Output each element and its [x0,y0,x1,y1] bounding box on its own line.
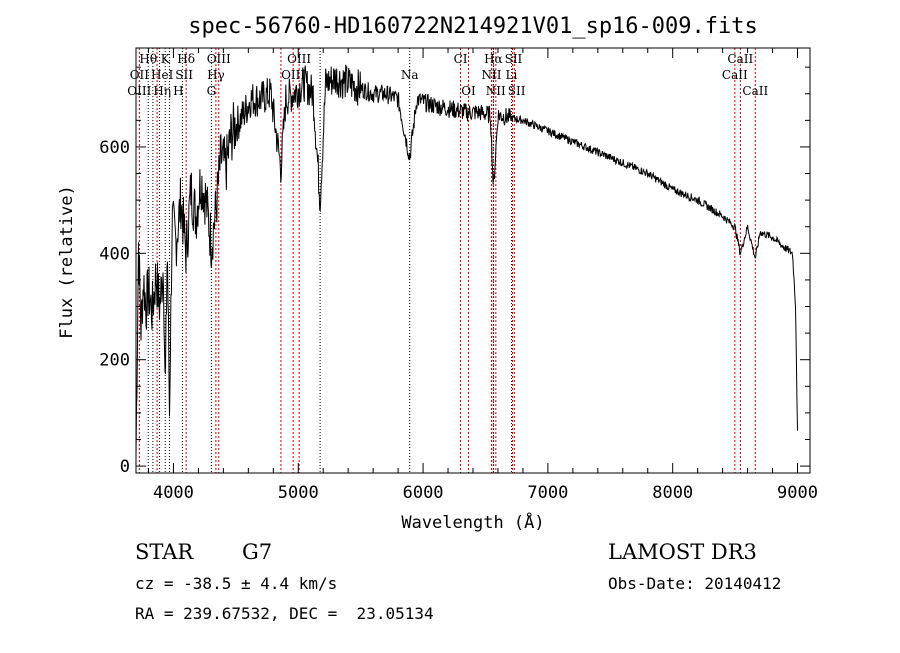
line-label: CaII [742,84,768,98]
line-label: Hγ [207,68,225,82]
line-label: NII [486,84,506,98]
y-tick-label: 400 [99,244,130,264]
line-label: Na [401,68,419,82]
chart-title: spec-56760-HD160722N214921V01_sp16-009.f… [188,14,758,39]
x-tick-label: 6000 [403,483,444,503]
line-label: SII [175,68,193,82]
line-label: OIII [287,52,311,66]
plot-frame [135,47,811,474]
line-label: Hδ [177,52,195,66]
line-label: Li [506,68,518,82]
line-label: CaII [727,52,753,66]
y-axis-label: Flux (relative) [57,185,77,339]
x-tick-label: 5000 [278,483,319,503]
line-label: OIII [207,52,231,66]
x-tick-label: 8000 [652,483,693,503]
redshift-text: cz = -38.5 ± 4.4 km/s [135,574,338,593]
x-tick-label: 7000 [527,483,568,503]
spectrum-line [135,64,798,457]
line-label: SII [505,52,523,66]
x-tick-label: 4000 [153,483,194,503]
line-label: K [161,52,171,66]
y-tick-label: 600 [99,138,130,158]
survey-name: LAMOST DR3 [608,540,757,564]
line-label: Hθ [139,52,157,66]
line-label: HeI [151,68,174,82]
x-axis-label: Wavelength (Å) [401,511,544,533]
object-subclass: G7 [242,540,273,564]
line-label: SII [508,84,526,98]
y-tick-label: 200 [99,351,130,371]
line-label: OIII [281,68,305,82]
radec-text: RA = 239.67532, DEC = 23.05134 [135,604,434,623]
line-label: OI [461,84,476,98]
line-label: CI [454,52,468,66]
obs-date: Obs-Date: 20140412 [608,574,782,593]
line-label: NII [482,68,502,82]
x-tick-label: 9000 [777,483,818,503]
object-class: STAR [135,540,194,564]
line-label: OII [130,68,150,82]
line-label: CaII [722,68,748,82]
line-label: OIII [127,84,151,98]
line-label: G [207,84,217,98]
line-label: Hη [153,84,171,98]
y-tick-label: 0 [120,457,130,477]
line-label: H [173,84,183,98]
line-label: Hα [484,52,503,66]
